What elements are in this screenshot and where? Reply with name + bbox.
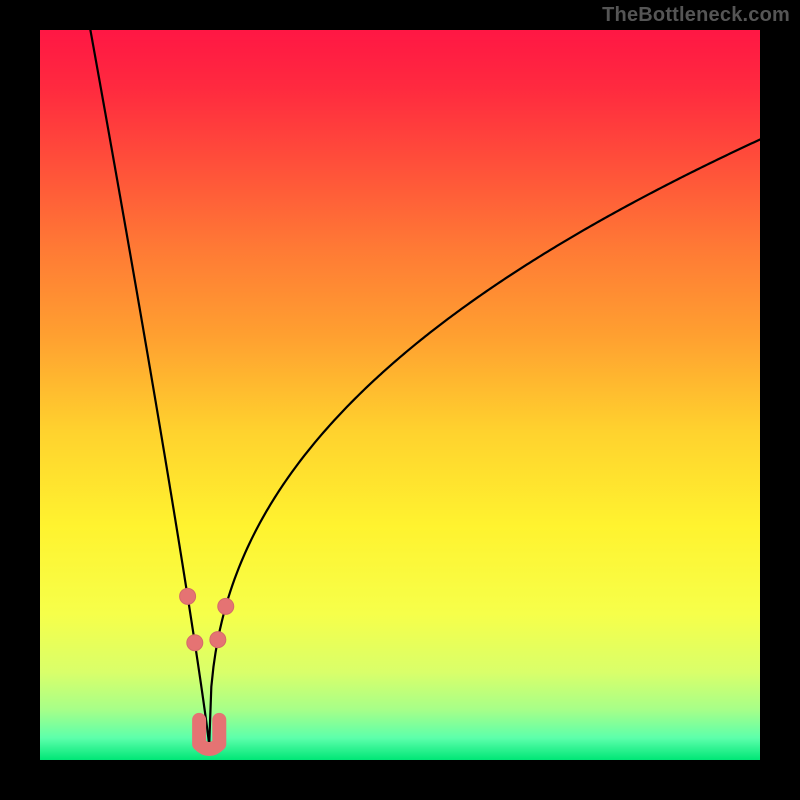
bottleneck-chart [0, 0, 800, 800]
gradient-background [40, 30, 760, 760]
curve-marker-dot [187, 635, 203, 651]
curve-marker-dot [218, 598, 234, 614]
curve-marker-dot [180, 588, 196, 604]
curve-marker-dot [210, 632, 226, 648]
chart-container: TheBottleneck.com [0, 0, 800, 800]
watermark-text: TheBottleneck.com [602, 4, 790, 27]
